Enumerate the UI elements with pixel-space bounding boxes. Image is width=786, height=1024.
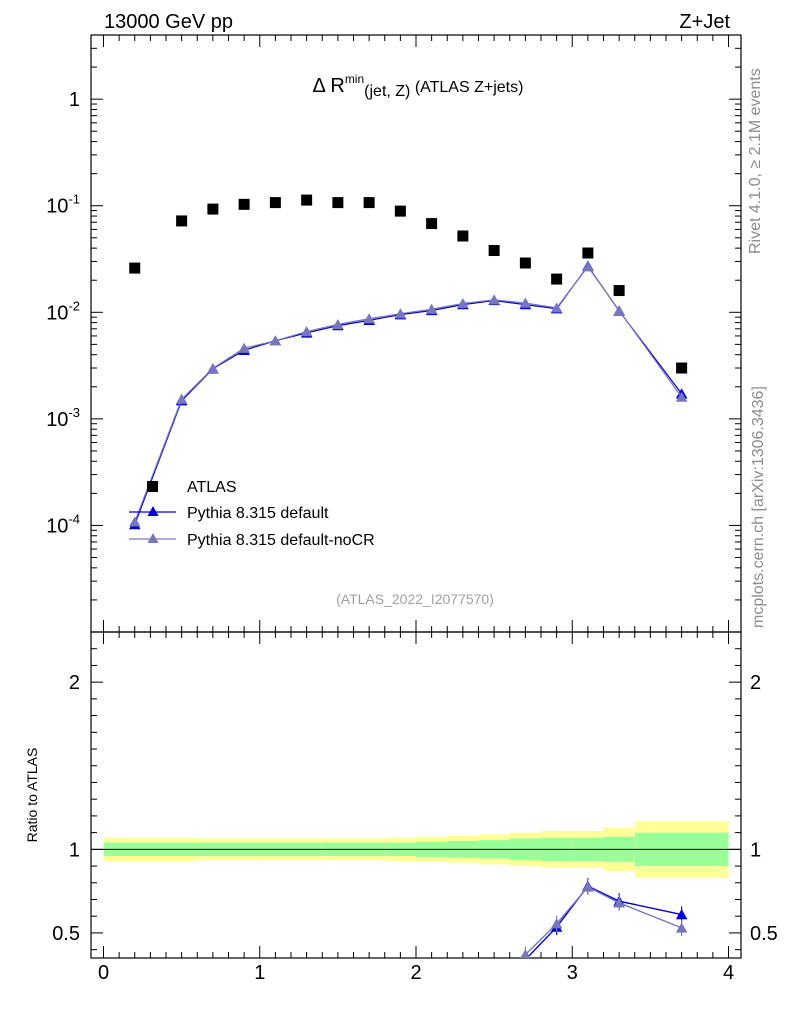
atlas-data-point xyxy=(269,197,281,209)
title-sup: min xyxy=(345,72,364,86)
ratio-nocr-line xyxy=(524,886,682,956)
pythia-nocr-point xyxy=(300,326,313,337)
title-suffix: (ATLAS Z+jets) xyxy=(410,79,523,96)
title-sub: (jet, Z) xyxy=(364,83,410,100)
ratio-default-point xyxy=(675,909,688,920)
pythia-nocr-point xyxy=(425,303,438,314)
header-energy: 13000 GeV pp xyxy=(104,11,233,33)
x-tick-label: 1 xyxy=(254,962,265,984)
pythia-nocr-point xyxy=(550,302,563,313)
atlas-data-point xyxy=(176,215,188,227)
x-tick-label: 4 xyxy=(723,962,734,984)
atlas-data-point xyxy=(394,205,406,217)
ratio-y-tick-label-right: 2 xyxy=(750,672,761,694)
y-tick-label: 1 xyxy=(69,89,80,111)
ratio-default-line xyxy=(526,885,682,958)
pythia-nocr-point xyxy=(238,342,250,353)
plot-title: Δ Rmin(jet, Z) (ATLAS Z+jets) xyxy=(313,72,524,100)
ratio-nocr-point xyxy=(550,918,563,929)
ratio-y-tick-label-right: 1 xyxy=(750,839,761,861)
legend-default-label: Pythia 8.315 default xyxy=(187,505,329,522)
ratio-series-clipped xyxy=(520,878,688,958)
ratio-y-tick-label: 0.5 xyxy=(52,923,80,945)
header-process: Z+Jet xyxy=(679,11,730,33)
legend-nocr-marker xyxy=(147,533,159,543)
legend-nocr-label: Pythia 8.315 default-noCR xyxy=(187,532,375,549)
ratio-nocr-point xyxy=(582,881,594,892)
pythia-nocr-point xyxy=(457,297,469,309)
atlas-data-point xyxy=(301,194,313,206)
pythia-nocr-point xyxy=(394,308,407,319)
pythia-nocr-point xyxy=(332,318,344,330)
pythia-nocr-point xyxy=(207,362,219,374)
y-tick-label: 10-2 xyxy=(46,298,80,324)
y-tick-label: 10-3 xyxy=(46,405,80,431)
atlas-data-point xyxy=(582,247,594,259)
analysis-id: (ATLAS_2022_I2077570) xyxy=(336,591,494,607)
ratio-nocr-point xyxy=(613,897,625,908)
ratio-axes: 0 1 2 3 4 0.5 0.5 1 1 2 2 xyxy=(52,631,778,984)
atlas-data-point xyxy=(519,257,531,269)
atlas-data-point xyxy=(551,273,563,285)
legend: ATLAS Pythia 8.315 default Pythia 8.315 … xyxy=(129,479,375,549)
atlas-data-point xyxy=(363,197,375,209)
mcplots-label: mcplots.cern.ch [arXiv:1306.3436] xyxy=(750,386,767,628)
ratio-series xyxy=(520,878,688,958)
legend-atlas-marker xyxy=(147,481,158,492)
atlas-data-point xyxy=(613,285,625,297)
ratio-frame xyxy=(90,631,742,959)
main-series xyxy=(128,194,688,530)
legend-default-marker xyxy=(147,506,159,516)
pythia-nocr-point xyxy=(613,304,625,316)
x-tick-label: 0 xyxy=(98,962,109,984)
atlas-data-point xyxy=(129,262,141,274)
pythia-nocr-point xyxy=(175,393,188,404)
y-tick-label: 10-1 xyxy=(46,192,80,218)
pythia-nocr-point xyxy=(363,313,375,324)
ratio-nocr-point xyxy=(520,949,531,958)
ratio-y-tick-label: 1 xyxy=(69,839,80,861)
pythia-nocr-point xyxy=(269,335,282,346)
pythia-nocr-point xyxy=(675,391,688,402)
atlas-data-point xyxy=(457,230,469,242)
pythia-nocr-point xyxy=(128,516,141,527)
y-tick-label: 10-4 xyxy=(46,511,80,537)
atlas-data-point xyxy=(207,203,219,215)
pythia-nocr-point xyxy=(582,261,594,272)
pythia-nocr-point xyxy=(488,294,500,305)
title-prefix: Δ R xyxy=(313,75,345,97)
legend-atlas-label: ATLAS xyxy=(187,479,237,496)
atlas-data-point xyxy=(676,362,688,374)
ratio-y-tick-label-right: 0.5 xyxy=(750,923,778,945)
atlas-data-point xyxy=(426,218,438,230)
ratio-ylabel: Ratio to ATLAS xyxy=(24,748,40,843)
rivet-label: Rivet 4.1.0, ≥ 2.1M events xyxy=(747,68,764,254)
ratio-nocr-point xyxy=(675,922,688,933)
atlas-data-point xyxy=(332,197,344,209)
x-tick-label: 2 xyxy=(410,962,421,984)
atlas-data-point xyxy=(488,245,500,257)
x-tick-label: 3 xyxy=(567,962,578,984)
atlas-data-point xyxy=(238,198,250,210)
pythia-nocr-point xyxy=(519,297,532,308)
ratio-y-tick-label: 2 xyxy=(69,672,80,694)
